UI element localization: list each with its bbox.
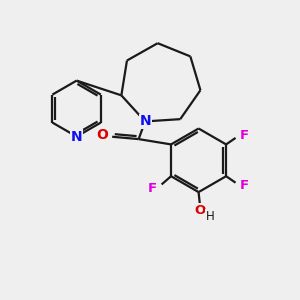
Text: F: F: [240, 178, 249, 191]
Text: O: O: [97, 128, 108, 142]
Text: O: O: [194, 204, 206, 217]
Text: F: F: [240, 129, 249, 142]
Text: N: N: [139, 114, 151, 128]
Text: H: H: [206, 210, 214, 223]
Text: F: F: [148, 182, 158, 195]
Text: N: N: [71, 130, 82, 144]
